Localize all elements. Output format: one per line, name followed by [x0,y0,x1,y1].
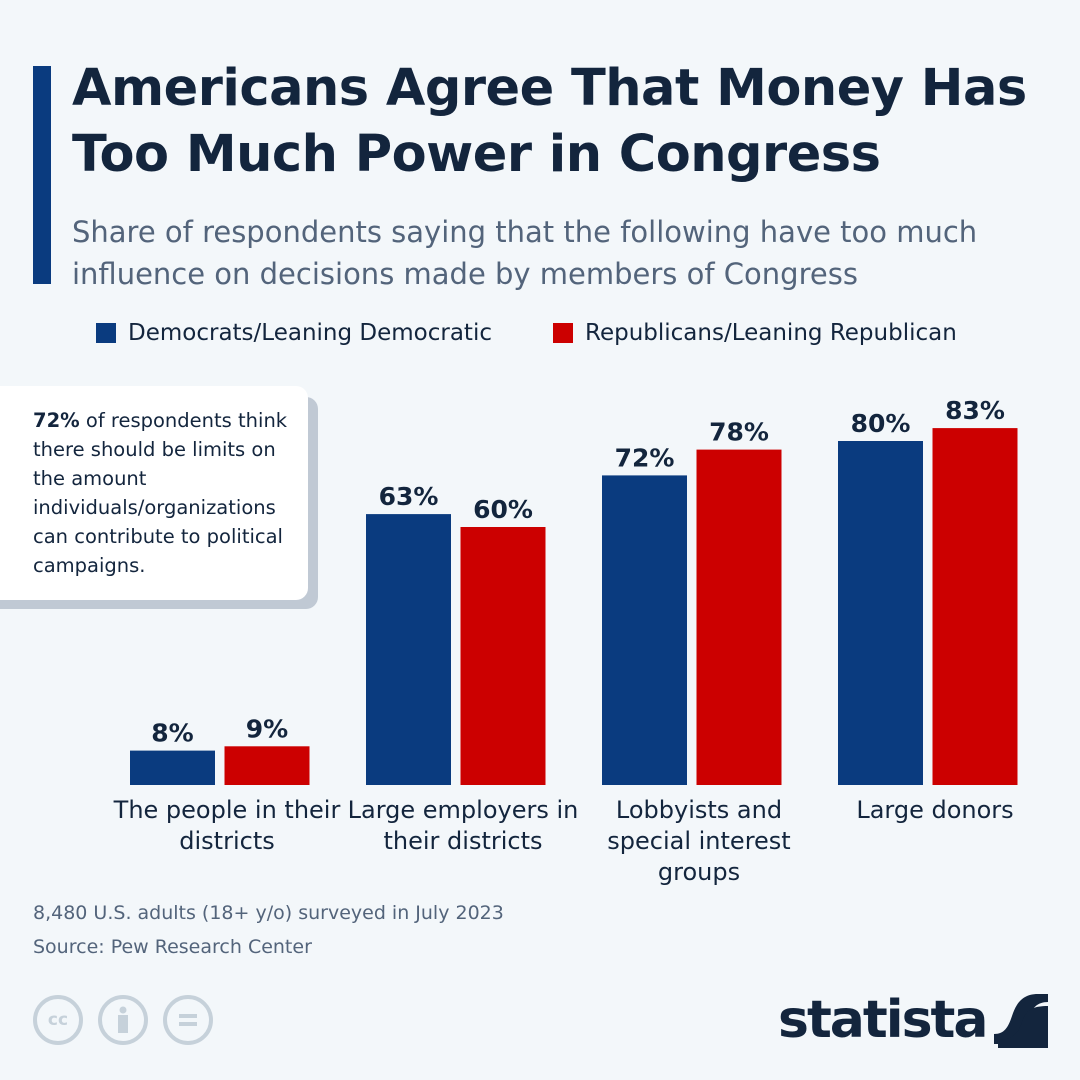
cc-icon: cc [33,995,83,1045]
data-label: 8% [151,719,193,748]
legend-label-democrats: Democrats/Leaning Democratic [128,320,492,346]
category-label: Large donors [856,796,1014,824]
chart-subtitle: Share of respondents saying that the fol… [72,215,978,291]
data-label: 78% [709,418,769,447]
data-label: 72% [615,443,675,472]
source-note: Source: Pew Research Center [33,936,312,958]
bar-republicans [696,449,782,785]
statista-logo: statista [778,990,988,1050]
annotation-text: 72% of respondents think there should be… [33,406,308,580]
attribution-icon [98,995,148,1045]
category-label: Lobbyists and special interest groups [607,796,791,886]
category-label: The people in their districts [113,796,341,855]
annotation-box [0,386,308,600]
legend-swatch-republicans [553,323,573,343]
bar-republicans [224,746,310,785]
data-label: 80% [851,409,911,438]
legend-item-republicans: Republicans/Leaning Republican [553,320,957,346]
statista-logo-mark [994,994,1048,1048]
bar-democrats [602,475,687,785]
category-label: Large employers in their districts [347,796,579,855]
bar-republicans [460,527,546,785]
legend-item-democrats: Democrats/Leaning Democratic [96,320,492,346]
title-accent-bar [33,66,51,284]
bar-democrats [366,514,451,785]
legend-swatch-democrats [96,323,116,343]
data-label: 9% [246,714,288,743]
no-derivatives-icon [163,995,213,1045]
data-label: 83% [945,396,1005,425]
chart-title: Americans Agree That Money Has Too Much … [72,59,1027,184]
legend-label-republicans: Republicans/Leaning Republican [585,320,957,346]
bar-democrats [130,750,215,785]
survey-note: 8,480 U.S. adults (18+ y/o) surveyed in … [33,902,504,924]
data-label: 63% [379,482,439,511]
bar-democrats [838,441,923,785]
annotation-highlight: 72% [33,409,80,432]
data-label: 60% [473,495,533,524]
annotation-body: of respondents think there should be lim… [33,409,288,577]
bar-republicans [932,428,1018,785]
